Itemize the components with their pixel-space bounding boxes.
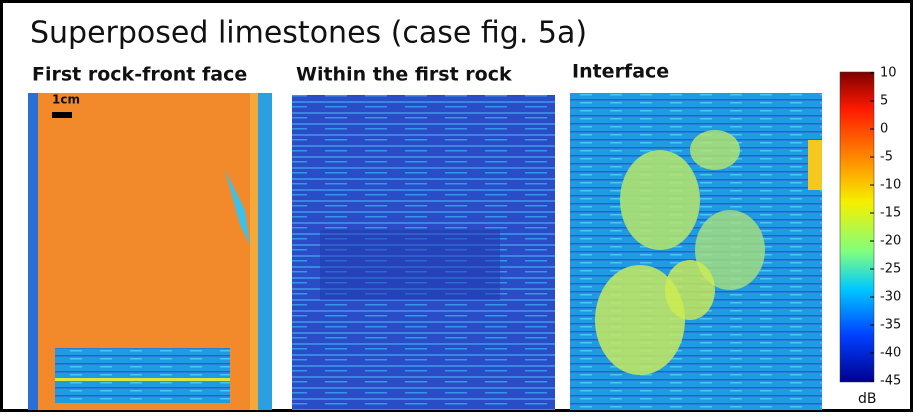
colorbar-tick-label: -10 [880, 178, 901, 193]
colorbar-tick-label: 5 [880, 94, 888, 109]
panel-title: First rock-front face [32, 64, 247, 86]
colorbar-tick-label: -30 [880, 290, 901, 305]
colorbar-tick-label: -20 [880, 234, 901, 249]
colorbar-ticks: 10 5 0 -5 -10 -15 -20 -25 -30 -35 -40 -45 [870, 66, 901, 389]
colorbar-tick-label: -45 [880, 374, 901, 389]
panel-title: Within the first rock [296, 64, 512, 86]
colorbar-unit: dB [858, 391, 877, 407]
panel-image [292, 95, 555, 410]
colorbar-tick-label: 10 [880, 66, 897, 81]
colorbar-tick-label: -35 [880, 318, 901, 333]
colorbar-tick-label: -15 [880, 206, 901, 221]
colorbar-tick-label: -5 [880, 150, 893, 165]
colorbar-tick-label: -25 [880, 262, 901, 277]
colorbar-tick-label: 0 [880, 122, 888, 137]
colorbar [839, 71, 875, 383]
panel-image [570, 93, 822, 410]
panel-title: Interface [572, 61, 669, 83]
scale-label: 1cm [52, 93, 80, 107]
colorbar-tick-label: -40 [880, 346, 901, 361]
panel-image: 1cm [28, 93, 272, 410]
figure-title: Superposed limestones (case fig. 5a) [30, 16, 587, 51]
